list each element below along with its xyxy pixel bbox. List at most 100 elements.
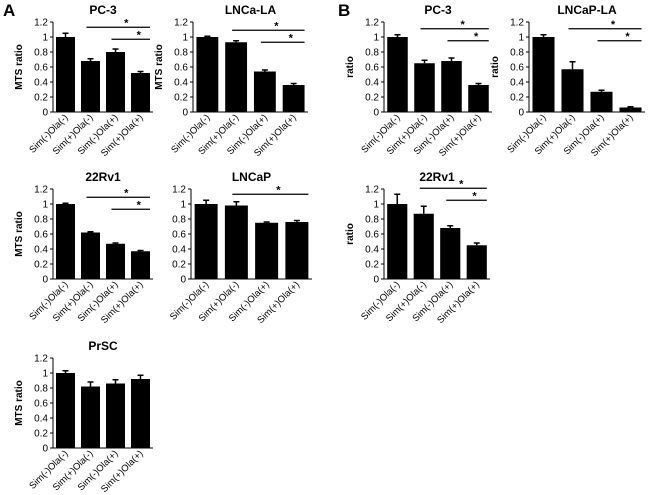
y-tick-label: 0 <box>180 275 186 286</box>
bar <box>440 228 461 279</box>
y-axis-label: ratio <box>345 223 356 245</box>
bar <box>106 52 125 112</box>
panel-label-b: B <box>338 1 350 20</box>
y-tick-label: 0 <box>42 108 48 119</box>
y-axis-label: MTS ratio <box>14 380 25 426</box>
bar <box>255 222 279 279</box>
y-tick-label: 0.2 <box>365 260 379 271</box>
bar <box>56 373 75 448</box>
bar <box>225 42 248 112</box>
y-tick-label: 1 <box>373 200 379 211</box>
significance-star: * <box>124 17 129 29</box>
chart-title: 22Rv1 <box>419 170 455 184</box>
bar <box>81 61 100 112</box>
y-tick-label: 0.4 <box>510 78 524 89</box>
y-tick-label: 0 <box>42 444 48 455</box>
y-tick-label: 0 <box>182 108 188 119</box>
significance-star: * <box>124 187 129 199</box>
panel-label-a: A <box>3 1 15 20</box>
significance-star: * <box>137 29 142 41</box>
bar <box>131 251 150 279</box>
bar <box>413 213 434 279</box>
significance-star: * <box>611 19 616 31</box>
bar <box>590 91 613 112</box>
bar <box>81 386 100 448</box>
y-tick-label: 0.6 <box>34 63 48 74</box>
y-axis-label: ratio <box>345 56 356 78</box>
y-tick-label: 1 <box>182 33 188 44</box>
y-axis-label: ratio <box>490 56 501 78</box>
y-tick-label: 1 <box>42 369 48 380</box>
bar <box>285 222 309 279</box>
y-tick-label: 0 <box>373 275 379 286</box>
y-tick-label: 0.8 <box>172 215 186 226</box>
y-tick-label: 0 <box>373 108 379 119</box>
y-tick-label: 0.4 <box>34 245 48 256</box>
bar <box>253 71 276 112</box>
y-tick-label: 1.2 <box>365 185 379 196</box>
bar <box>131 379 150 448</box>
y-tick-label: 0.8 <box>365 215 379 226</box>
y-tick-label: 0.2 <box>34 93 48 104</box>
bar <box>441 61 462 112</box>
y-tick-label: 0.2 <box>174 93 188 104</box>
y-tick-label: 0.6 <box>174 63 188 74</box>
chart-title: LNCa-LA <box>225 3 277 17</box>
significance-star: * <box>460 19 465 31</box>
bar <box>106 383 125 448</box>
y-tick-label: 1 <box>42 33 48 44</box>
chart-title: LNCaP <box>232 170 271 184</box>
y-tick-label: 0.4 <box>34 78 48 89</box>
bar <box>224 205 248 279</box>
y-tick-label: 0.8 <box>510 48 524 59</box>
bar <box>387 37 408 112</box>
y-tick-label: 0.8 <box>34 384 48 395</box>
bar <box>56 37 75 112</box>
significance-star: * <box>137 199 142 211</box>
y-tick-label: 1 <box>373 33 379 44</box>
bar <box>56 204 75 279</box>
y-tick-label: 1 <box>42 200 48 211</box>
bar <box>619 107 642 112</box>
bar <box>414 63 435 112</box>
significance-star: * <box>472 190 477 202</box>
bar <box>282 85 305 112</box>
y-tick-label: 0.2 <box>365 93 379 104</box>
y-tick-label: 0.2 <box>510 93 524 104</box>
bar <box>131 73 150 112</box>
y-tick-label: 0.4 <box>174 78 188 89</box>
bar-chart: 22Rv100.20.40.60.811.2ratioSim(-)Ola(-)S… <box>345 170 490 326</box>
bar <box>81 232 100 279</box>
y-tick-label: 1.2 <box>34 18 48 29</box>
y-tick-label: 0.8 <box>34 215 48 226</box>
y-tick-label: 0.8 <box>174 48 188 59</box>
y-tick-label: 1.2 <box>365 18 379 29</box>
y-tick-label: 1 <box>518 33 524 44</box>
y-tick-label: 0.4 <box>172 245 186 256</box>
significance-star: * <box>289 32 294 44</box>
y-tick-label: 0.4 <box>34 414 48 425</box>
y-tick-label: 0.6 <box>510 63 524 74</box>
y-tick-label: 0.8 <box>34 48 48 59</box>
y-axis-label: MTS ratio <box>154 44 165 90</box>
y-tick-label: 1 <box>180 200 186 211</box>
y-tick-label: 0.6 <box>365 63 379 74</box>
y-tick-label: 1.2 <box>172 185 186 196</box>
y-tick-label: 0.2 <box>34 429 48 440</box>
bar <box>387 204 408 279</box>
y-tick-label: 0.2 <box>34 260 48 271</box>
significance-star: * <box>276 184 281 196</box>
y-tick-label: 1.2 <box>174 18 188 29</box>
y-tick-label: 1.2 <box>34 185 48 196</box>
y-tick-label: 0.6 <box>34 399 48 410</box>
bar <box>196 37 219 112</box>
y-tick-label: 0.4 <box>365 78 379 89</box>
y-tick-label: 0.6 <box>172 230 186 241</box>
y-axis-label: MTS ratio <box>14 211 25 257</box>
